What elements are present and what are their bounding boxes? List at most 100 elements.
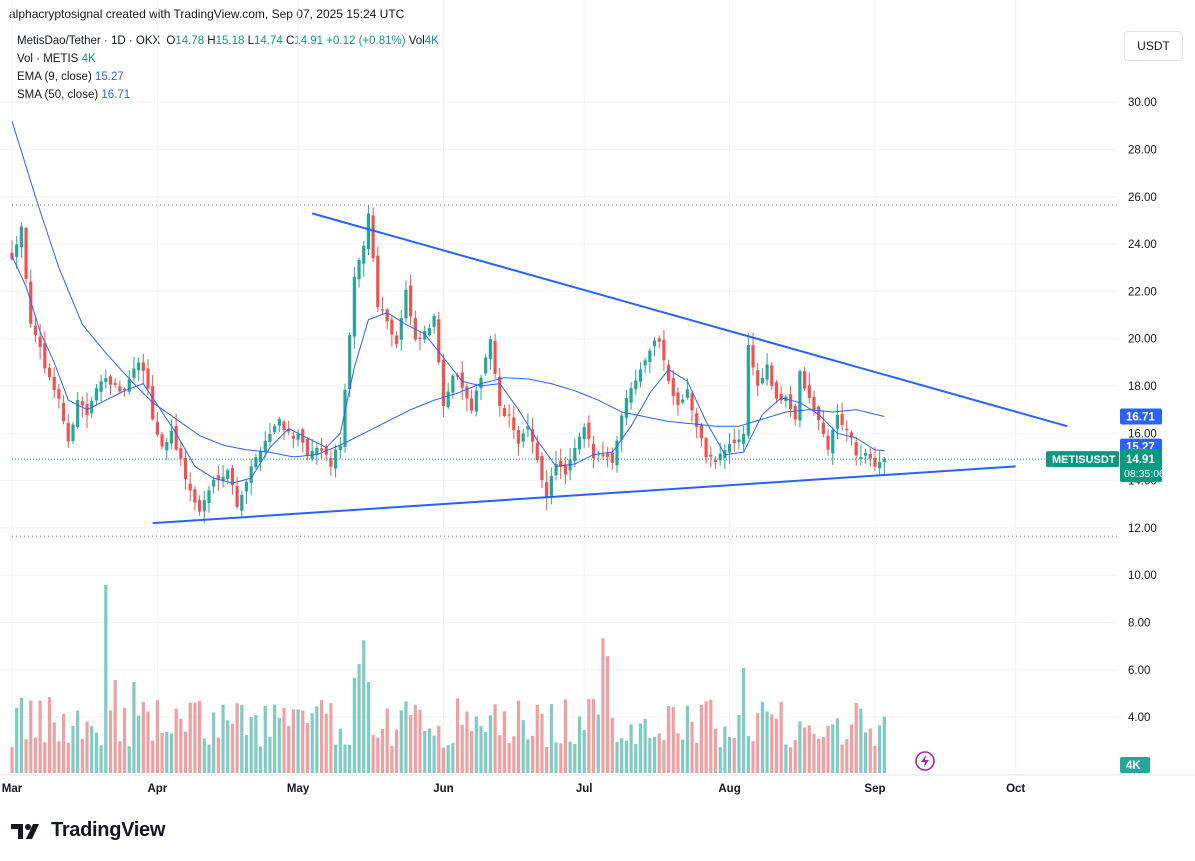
volume-bar [606,656,610,773]
candle-body [141,362,145,371]
volume-bar [695,742,699,773]
candle-body [873,457,877,467]
volume-bar [648,737,652,773]
volume-bar [29,700,33,773]
volume-bar [709,699,713,773]
volume-bar [19,697,23,773]
volume-bar [793,740,797,773]
last-price-tag-bg [1120,449,1162,483]
candle-body [793,405,797,420]
volume-bar [774,718,779,773]
candle-body [704,438,708,458]
currency-button[interactable]: USDT [1124,31,1183,61]
volume-bar [235,703,239,773]
candle-body [409,285,413,317]
candle-body [244,481,249,492]
candle-body [305,438,310,456]
sma-legend: SMA (50, close) 16.71 [17,89,130,101]
time-tick-label: Aug [718,783,740,795]
candle-body [33,325,38,336]
time-tick-label: Apr [147,783,167,795]
volume-bar [141,701,145,773]
candle-body [216,475,220,481]
candle-body [207,490,211,504]
volume-bar [38,700,42,773]
volume-bar [132,681,136,773]
volume-bar [315,706,319,773]
ema-value: 15.27 [94,71,124,83]
price-tick-label: 26.00 [1128,192,1157,204]
volume-bar [310,713,314,773]
close-label: C [285,35,295,47]
volume-bar [66,742,70,773]
volume-bar [371,734,375,773]
candle-body [52,377,56,390]
sma-label[interactable]: SMA (50, close) [17,89,99,101]
volume-bar [620,738,624,773]
volume-bar [174,708,178,773]
candle-body [362,245,366,264]
candle-body [169,430,174,444]
ema-label[interactable]: EMA (9, close) [17,71,92,83]
open-label: O [166,35,176,47]
volume-bar [563,699,568,773]
ema-legend: EMA (9, close) 15.27 [17,71,124,83]
symbol-name[interactable]: MetisDao/Tether · 1D · OKX [17,35,161,47]
timeframe-icon[interactable] [915,751,935,771]
volume-bar [296,709,300,773]
volume-bar [573,743,577,773]
volume-bar [742,668,746,773]
sma-price-tag-bg [1120,408,1162,425]
price-tick-label: 12.00 [1128,523,1157,535]
volume-bar [380,728,385,773]
candle-body [221,476,225,481]
candle-body [57,389,61,399]
volume-bar [104,584,108,773]
candle-body [662,339,666,361]
volume-bar [676,733,680,773]
candle-body [263,441,267,452]
volume-bar [305,723,310,773]
volume-bar [807,725,811,773]
candle-body [423,331,427,340]
candle-body [713,460,718,463]
volume-bar [460,724,464,773]
candle-body [760,377,764,384]
candle-body [366,213,371,250]
candle-body [479,377,483,389]
high-value: 15.18 [215,35,245,47]
volume-bar [338,728,342,773]
author-line: alphacryptosignal created with TradingVi… [9,7,405,21]
tradingview-logo[interactable]: TradingView [11,819,165,842]
volume-bar [878,725,882,773]
volume-bar [629,724,633,773]
volume-bar [784,744,788,773]
candle-body [226,470,230,479]
candle-body [699,424,704,439]
volume-bar [47,697,52,773]
volume-bar [207,744,211,773]
candle-body [198,500,202,512]
volume-bar [601,638,605,773]
candle-body [460,372,464,388]
price-tick-label: 8.00 [1128,618,1150,630]
volume-bar [662,740,666,773]
volume-bar [423,730,427,773]
candle-body [273,425,277,433]
volume-bar [451,743,455,773]
time-tick-label: May [287,783,310,795]
volume-bar [324,713,328,773]
volume-bar [352,677,356,773]
volume-bar [118,741,122,773]
volume-bar [549,704,553,773]
volume-bar [512,736,516,773]
volume-bar [545,746,549,773]
vol-row-label[interactable]: Vol · METIS [17,53,79,65]
candle-body [681,399,685,403]
candle-body [798,371,802,421]
volume-bar [61,713,66,773]
volume-bar [244,735,249,773]
volume-bar [183,731,188,773]
volume-bar [493,704,497,773]
